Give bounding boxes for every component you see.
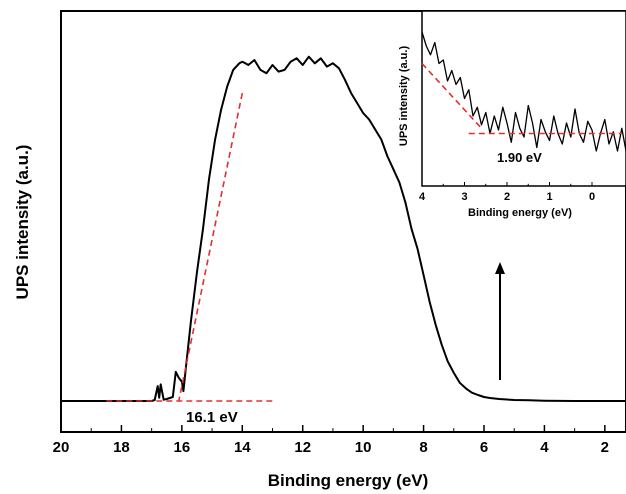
main-spectrum-line (61, 55, 626, 402)
main-x-tick-label: 4 (540, 439, 549, 456)
inset-y-axis-title: UPS intensity (a.u.) (398, 46, 410, 147)
inset-annotation-1-90-ev: 1.90 eV (497, 150, 542, 165)
main-fit-line-1 (178, 92, 244, 402)
main-x-tick-label: 10 (355, 439, 372, 456)
main-x-tick-label: 12 (294, 439, 311, 456)
main-x-tick-label: 8 (419, 439, 427, 456)
main-arrow-annotation (495, 262, 505, 380)
main-x-axis-title: Binding energy (eV) (268, 471, 429, 490)
main-x-ticks: 20 18 16 14 12 10 8 6 4 2 (53, 425, 609, 456)
inset-fit-line-1 (421, 62, 483, 129)
inset-x-tick-label: 2 (504, 191, 510, 203)
main-plot-frame (60, 10, 626, 433)
main-x-tick-label: 6 (480, 439, 488, 456)
main-y-axis-title: UPS intensity (a.u.) (13, 145, 32, 300)
main-x-tick-label: 18 (113, 439, 130, 456)
inset-x-tick-label: 4 (419, 191, 426, 203)
main-series-group (61, 55, 626, 402)
inset-spectrum-line (421, 31, 626, 152)
main-x-tick-label: 14 (234, 439, 251, 456)
main-x-tick-label: 2 (601, 439, 609, 456)
arrow-head (495, 262, 505, 274)
inset-x-tick-label: 1 (546, 191, 552, 203)
inset-x-tick-label: 3 (461, 191, 467, 203)
inset-background (422, 11, 626, 186)
inset-x-tick-label: 0 (589, 191, 595, 203)
inset-plot-frame (421, 10, 626, 187)
inset-series-group (421, 31, 626, 152)
inset-x-ticks: 4 3 2 1 0 (419, 182, 595, 203)
inset-x-axis-title: Binding energy (eV) (468, 207, 572, 219)
main-annotation-16-1-ev: 16.1 eV (186, 409, 238, 426)
main-x-tick-label: 20 (53, 439, 70, 456)
main-x-tick-label: 16 (174, 439, 191, 456)
